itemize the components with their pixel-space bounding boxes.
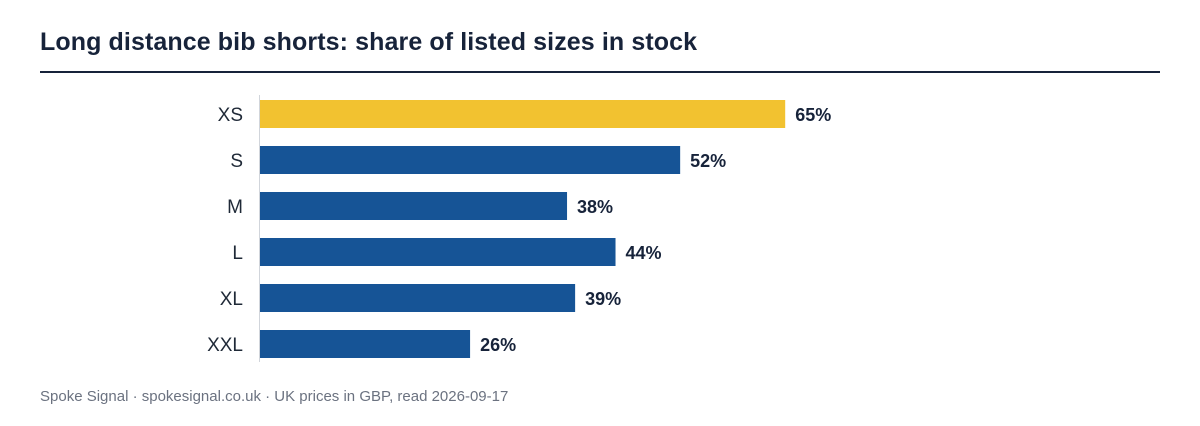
bar-s [260, 146, 681, 174]
category-label-s: S [230, 151, 243, 172]
category-label-m: M [227, 197, 243, 218]
bar-m [260, 192, 568, 220]
bar-xs [260, 100, 786, 128]
category-label-xs: XS [218, 105, 243, 126]
bar-xl [260, 284, 576, 312]
value-label-l: 44% [626, 243, 662, 263]
value-label-m: 38% [577, 197, 613, 217]
source-note: Spoke Signal · spokesignal.co.uk · UK pr… [40, 388, 509, 405]
chart-title: Long distance bib shorts: share of liste… [40, 28, 698, 56]
value-label-xl: 39% [585, 289, 621, 309]
category-label-xl: XL [220, 289, 243, 310]
bars-group: XS 65% S 52% M 38% L 44% XL 39% XXL 26% [207, 100, 831, 358]
value-label-xxl: 26% [480, 335, 516, 355]
value-label-xs: 65% [795, 105, 831, 125]
bar-xxl [260, 330, 471, 358]
category-label-xxl: XXL [207, 335, 243, 356]
bar-l [260, 238, 616, 266]
title-divider [40, 71, 1160, 73]
category-label-l: L [232, 243, 243, 264]
value-label-s: 52% [690, 151, 726, 171]
